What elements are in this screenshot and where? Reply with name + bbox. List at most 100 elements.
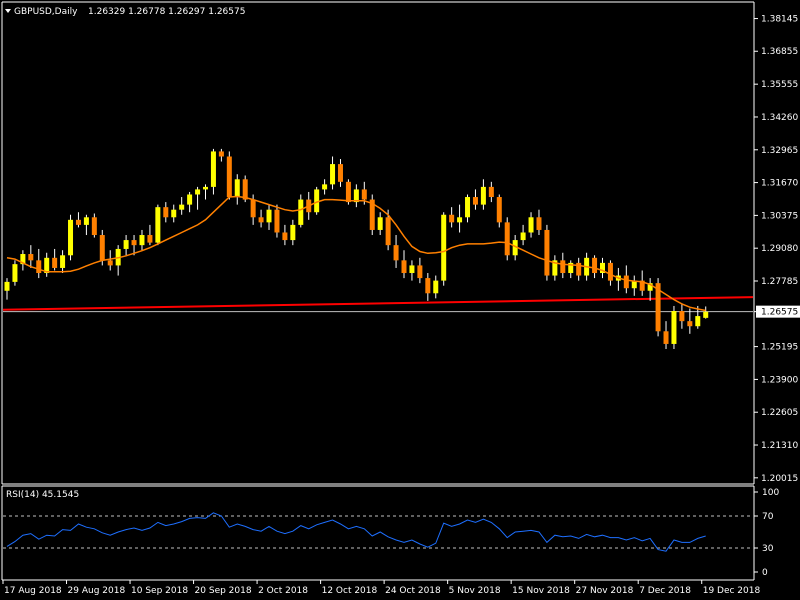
date-tick-label: 2 Oct 2018 xyxy=(258,586,308,596)
rsi-tick-label: 30 xyxy=(762,544,774,554)
candle-bull xyxy=(512,240,518,256)
candle-bear xyxy=(417,265,423,279)
candle-bear xyxy=(131,240,137,246)
candle-bull xyxy=(298,199,304,225)
date-tick-label: 17 Aug 2018 xyxy=(4,586,62,596)
candle-bull xyxy=(647,283,653,291)
candle-bear xyxy=(163,207,169,218)
candle-bull xyxy=(314,189,320,213)
candle-bear xyxy=(282,232,288,241)
rsi-plot xyxy=(1,485,755,581)
price-tick-label: 1.31670 xyxy=(761,179,798,189)
rsi-tick-label: 0 xyxy=(762,568,768,578)
price-tick-label: 1.23900 xyxy=(761,375,798,385)
candle-bull xyxy=(457,217,463,223)
candle-bear xyxy=(560,260,566,274)
candle-bear xyxy=(28,254,34,261)
candle-bear xyxy=(393,245,399,261)
candle-bull xyxy=(353,189,359,203)
price-tick-label: 1.29080 xyxy=(761,244,798,254)
price-tick-label: 1.21310 xyxy=(761,441,798,451)
candle-bull xyxy=(377,217,383,230)
symbol-title: GBPUSD,Daily xyxy=(14,7,78,17)
candle-bull xyxy=(266,209,272,223)
price-tick-label: 1.36855 xyxy=(761,47,798,57)
candle-bull xyxy=(203,186,208,190)
candle-bull xyxy=(4,281,10,291)
price-tick-label: 1.35555 xyxy=(761,80,798,90)
candle-bear xyxy=(425,278,431,294)
candle-bull xyxy=(179,204,185,210)
candle-bull xyxy=(568,262,574,274)
date-tick-label: 27 Nov 2018 xyxy=(576,586,634,596)
rsi-line xyxy=(6,512,706,552)
price-tick-label: 1.32965 xyxy=(761,146,798,156)
price-tick-label: 1.34260 xyxy=(761,113,798,123)
date-tick-label: 29 Aug 2018 xyxy=(68,586,126,596)
candle-bull xyxy=(703,311,709,318)
date-tick-label: 10 Sep 2018 xyxy=(131,586,188,596)
candle-bull xyxy=(465,197,471,218)
candle-bull xyxy=(600,262,605,274)
header-dropdown-icon[interactable] xyxy=(5,9,11,13)
candle-bull xyxy=(695,316,701,327)
candle-bear xyxy=(147,235,153,243)
date-tick-label: 5 Nov 2018 xyxy=(449,586,501,596)
candle-bull xyxy=(631,280,637,289)
candle-bull xyxy=(234,179,240,198)
candle-bull xyxy=(83,217,89,225)
candle-bear xyxy=(639,280,645,291)
candle-bull xyxy=(139,235,145,246)
rsi-tick-label: 70 xyxy=(762,512,774,522)
price-tick-label: 1.27785 xyxy=(761,277,798,287)
current-price-label-bg xyxy=(756,305,800,318)
date-tick-label: 19 Dec 2018 xyxy=(703,586,761,596)
date-tick-label: 12 Oct 2018 xyxy=(322,586,378,596)
candle-bull xyxy=(171,209,177,218)
date-tick-label: 24 Oct 2018 xyxy=(385,586,441,596)
candle-bear xyxy=(99,235,105,261)
candle-bear xyxy=(607,262,613,281)
price-tick-label: 1.38145 xyxy=(761,15,798,25)
date-tick-label: 20 Sep 2018 xyxy=(195,586,252,596)
candle-bear xyxy=(623,275,629,289)
candle-bull xyxy=(552,260,558,276)
date-tick-label: 15 Nov 2018 xyxy=(512,586,570,596)
candle-bull xyxy=(12,264,18,282)
candle-bear xyxy=(274,209,280,233)
candle-bear xyxy=(536,217,542,230)
candle-bear xyxy=(250,199,256,218)
candle-bear xyxy=(504,222,510,256)
candle-bear xyxy=(361,189,367,200)
moving-average-line xyxy=(6,195,706,312)
candle-bear xyxy=(36,260,42,274)
candle-bull xyxy=(187,194,193,205)
date-tick-label: 7 Dec 2018 xyxy=(639,586,691,596)
candle-bear xyxy=(369,199,375,230)
candle-bull xyxy=(520,232,526,241)
candle-bear xyxy=(472,197,478,205)
candle-bear xyxy=(663,331,669,344)
candle-bull xyxy=(44,257,50,274)
price-plot xyxy=(1,1,755,485)
price-tick-label: 1.25195 xyxy=(761,343,798,353)
candle-bull xyxy=(290,224,296,241)
candle-bear xyxy=(679,311,685,322)
price-tick-label: 1.20015 xyxy=(761,474,798,484)
candle-bull xyxy=(20,254,26,265)
candle-bull xyxy=(528,217,534,233)
candle-bear xyxy=(75,219,81,225)
price-tick-label: 1.30375 xyxy=(761,211,798,221)
candle-bull xyxy=(480,186,486,205)
candle-bear xyxy=(91,217,97,236)
rsi-tick-label: 100 xyxy=(762,488,779,498)
rsi-title: RSI(14) 45.1545 xyxy=(6,490,79,500)
support-trendline xyxy=(2,296,754,311)
ohlc-readout: 1.26329 1.26778 1.26297 1.26575 xyxy=(88,7,245,17)
candle-bear xyxy=(655,283,661,332)
candle-bear xyxy=(488,186,494,198)
candle-bull xyxy=(210,151,216,187)
candle-bull xyxy=(671,311,677,344)
